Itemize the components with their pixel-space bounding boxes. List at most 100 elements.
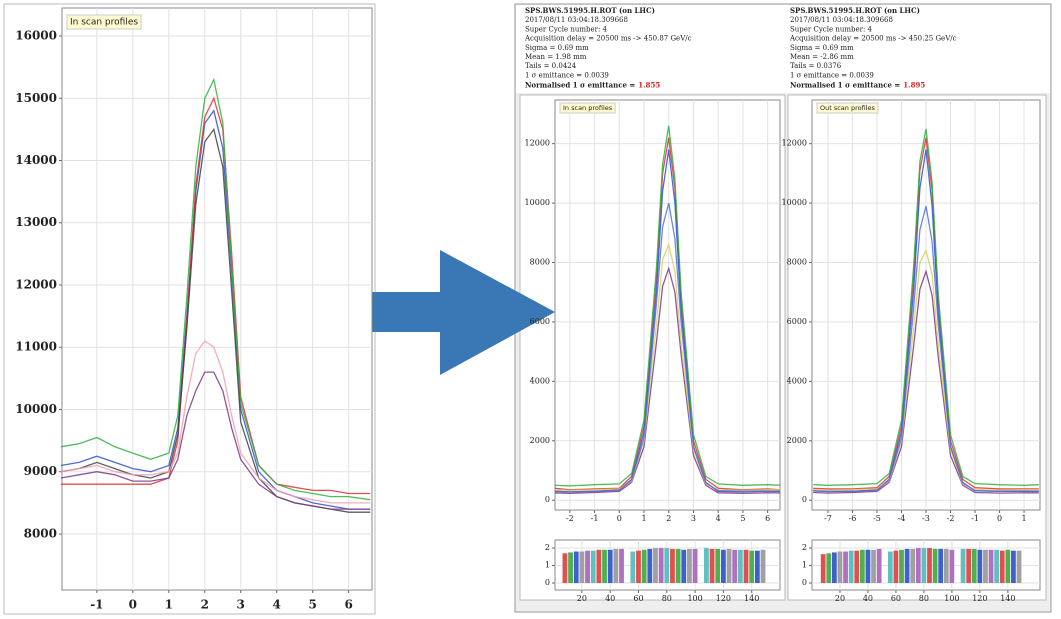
x-tick-label: 4 — [273, 598, 281, 612]
bar — [749, 550, 755, 584]
y-tick-label: 6000 — [530, 317, 550, 326]
x-tick-label: 3 — [237, 598, 245, 612]
x-tick-label: 100 — [944, 594, 959, 603]
header: SPS.BWS.51995.H.ROT (on LHC)2017/08/11 0… — [524, 6, 957, 90]
profile-line — [554, 266, 780, 495]
x-tick-label: -2 — [566, 514, 574, 523]
bar — [636, 550, 641, 584]
chart-title: In scan profiles — [70, 18, 138, 28]
bar — [1005, 549, 1011, 584]
bar — [843, 551, 848, 584]
x-tick-label: 60 — [633, 594, 643, 603]
bar — [832, 552, 837, 584]
x-tick-label: 1 — [1022, 514, 1027, 523]
x-tick-label: 40 — [605, 594, 615, 603]
bar — [732, 549, 738, 584]
bar — [754, 550, 760, 584]
y-tick-label: 12000 — [782, 139, 807, 148]
info-line: Sigma = 0.69 mm — [525, 44, 589, 52]
info-line: SPS.BWS.51995.H.ROT (on LHC) — [525, 6, 655, 15]
bar — [653, 548, 658, 584]
bar — [871, 549, 876, 584]
y-tick-label: 16000 — [15, 29, 57, 43]
x-tick-label: 120 — [716, 594, 731, 603]
info-line: Tails = 0.0424 — [525, 62, 577, 70]
x-tick-label: -1 — [591, 514, 599, 523]
y-tick-label: 0 — [802, 495, 807, 504]
bar — [573, 551, 579, 584]
bar — [994, 549, 1000, 584]
bar — [681, 549, 687, 584]
bar — [720, 549, 726, 584]
x-tick-label: 6 — [344, 598, 352, 612]
info-line: Super Cycle number: 4 — [790, 25, 873, 33]
title-box — [66, 14, 142, 30]
bar — [760, 549, 766, 584]
x-tick-label: 2 — [666, 514, 671, 523]
title-box — [559, 102, 616, 114]
x-tick-label: -6 — [849, 514, 857, 523]
emittance-value: 1.855 — [638, 81, 660, 90]
y-tick-label: 11000 — [15, 340, 57, 354]
bar — [658, 548, 664, 584]
bar — [927, 548, 932, 584]
y-tick-label: 10000 — [525, 198, 550, 207]
profile-line — [554, 202, 781, 493]
title-box — [816, 102, 879, 114]
x-tick-label: 140 — [744, 594, 759, 603]
x-tick-label: 20 — [577, 594, 587, 603]
bar — [988, 549, 994, 584]
bar — [596, 549, 602, 584]
profile-line — [60, 96, 371, 495]
y-tick-label: 13000 — [15, 215, 57, 229]
x-tick-label: -2 — [947, 514, 955, 523]
x-tick-label: 120 — [972, 594, 987, 603]
y-tick-label: 1 — [545, 561, 550, 570]
y-tick-label: 10000 — [782, 198, 807, 207]
bar — [826, 553, 832, 584]
bar — [865, 549, 871, 584]
bar — [932, 548, 938, 584]
info-line: Super Cycle number: 4 — [525, 25, 608, 33]
x-tick-label: 0 — [997, 514, 1002, 523]
y-tick-label: 1 — [802, 561, 807, 570]
emittance-value: 1.895 — [903, 81, 925, 90]
bar — [837, 551, 843, 584]
bar — [664, 548, 670, 584]
y-tick-label: 14000 — [15, 153, 57, 167]
x-tick-label: 0 — [617, 514, 622, 523]
emittance-label: Normalised 1 σ emittance = — [790, 81, 900, 90]
x-tick-label: 1 — [641, 514, 646, 523]
profile-line — [813, 205, 1039, 493]
bar — [1016, 550, 1022, 584]
info-line: 2017/08/11 03:04:18.309668 — [525, 16, 628, 24]
bar — [960, 548, 966, 584]
bar — [915, 548, 921, 584]
x-tick-label: 0 — [129, 598, 137, 612]
y-tick-label: 4000 — [530, 376, 550, 385]
x-tick-label: 80 — [919, 594, 929, 603]
bar — [704, 548, 709, 584]
x-tick-label: 4 — [716, 514, 721, 523]
bar — [607, 549, 613, 584]
profile-line — [60, 340, 371, 504]
bar — [1011, 550, 1016, 584]
y-tick-label: 6000 — [787, 317, 807, 326]
bar — [619, 548, 624, 584]
profile-line — [554, 137, 781, 491]
y-tick-label: 0 — [545, 495, 550, 504]
x-tick-label: 80 — [662, 594, 672, 603]
bar — [876, 548, 882, 584]
y-tick-label: 2 — [545, 543, 550, 552]
bar — [647, 548, 653, 584]
bar — [568, 552, 573, 584]
info-line: 1 σ emittance = 0.0039 — [525, 71, 609, 79]
y-tick-label: 12000 — [15, 277, 57, 291]
bar — [921, 548, 927, 584]
bar — [579, 551, 585, 584]
x-tick-label: 60 — [891, 594, 901, 603]
y-tick-label: 0 — [545, 578, 550, 587]
bar — [726, 548, 732, 584]
